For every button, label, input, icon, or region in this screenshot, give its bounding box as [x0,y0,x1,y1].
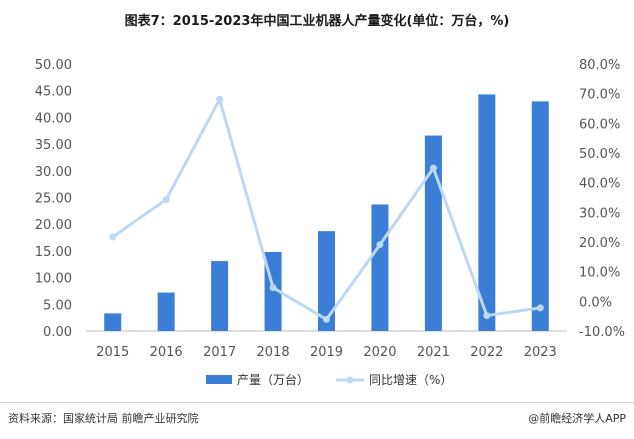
left-tick-label: 15.00 [35,245,72,260]
line-series [109,95,544,323]
line-point [429,164,437,172]
x-tick-label: 2015 [96,345,129,360]
left-tick-label: 10.00 [35,272,72,287]
bar-series [104,94,549,331]
left-tick-label: 45.00 [35,85,72,100]
line-point [216,95,224,103]
bar [371,204,389,331]
bar [318,231,335,331]
bar [104,313,122,331]
bar [478,94,496,331]
left-tick-label: 0.00 [43,325,72,340]
footer-divider [0,402,634,403]
left-tick-label: 50.00 [35,58,72,73]
right-tick-label: 20.0% [579,236,620,251]
right-tick-label: 30.0% [579,206,620,221]
x-tick-label: 2017 [203,345,236,360]
left-tick-label: 25.00 [35,192,72,207]
chart-title: 图表7：2015-2023年中国工业机器人产量变化(单位：万台，%) [124,14,510,29]
line-point [109,233,117,241]
left-axis: 0.00 5.00 10.00 15.00 20.00 25.00 30.00 35.00 40… [35,58,72,340]
left-tick-label: 30.00 [35,165,72,180]
left-tick-label: 5.00 [43,298,72,313]
line-point [536,304,544,312]
right-tick-label: 10.0% [579,266,620,281]
right-tick-label: 70.0% [579,88,620,103]
bar [211,261,229,331]
x-tick-label: 2018 [257,345,290,360]
x-tick-label: 2021 [417,345,450,360]
left-tick-label: 40.00 [35,111,72,126]
legend-swatch-bar [206,375,232,384]
line-point [323,315,330,323]
right-tick-label: -10.0% [579,325,625,340]
right-axis: -10.0% 0.0% 10.0% 20.0% 30.0% 40.0% 50.0% 60.0%… [579,58,625,340]
legend-label-line: 同比增速（%） [369,373,452,387]
right-tick-label: 80.0% [579,58,620,73]
bar [531,101,549,331]
left-tick-label: 20.00 [35,218,72,233]
bar [157,292,175,331]
right-tick-label: 60.0% [579,117,620,132]
bar [424,135,442,331]
chart: 0.00 5.00 10.00 15.00 20.00 25.00 30.00 35.00 40… [35,58,625,387]
right-tick-label: 40.0% [579,177,620,192]
x-tick-label: 2019 [310,345,343,360]
line-point [483,312,491,320]
x-tick-label: 2022 [470,345,503,360]
legend-marker-line [346,376,354,384]
x-axis: 2015 2016 2017 2018 2019 2020 2021 2022 2023 [86,330,567,360]
legend: 产量（万台） 同比增速（%） [206,372,452,387]
left-tick-label: 35.00 [35,138,72,153]
line-point [162,196,170,204]
line-point [269,284,277,292]
right-tick-label: 50.0% [579,147,620,162]
line-point [376,241,384,249]
brand-credit: @前瞻经济学人APP [528,412,626,425]
right-tick-label: 0.0% [579,295,612,310]
x-tick-label: 2020 [363,345,396,360]
x-tick-label: 2023 [524,345,557,360]
legend-label-bar: 产量（万台） [237,372,309,387]
source-note: 资料来源：国家统计局 前瞻产业研究院 [8,412,199,425]
x-tick-label: 2016 [150,345,183,360]
